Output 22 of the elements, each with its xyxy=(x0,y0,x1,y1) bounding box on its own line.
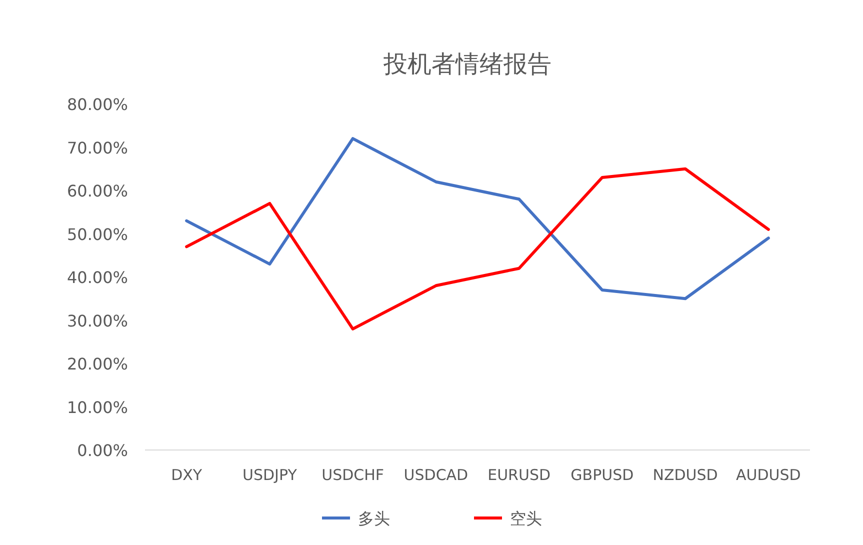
x-tick-label: USDJPY xyxy=(242,466,298,484)
x-tick-label: USDCHF xyxy=(322,466,384,484)
y-tick-label: 10.00% xyxy=(66,398,128,417)
y-tick-label: 70.00% xyxy=(66,138,128,158)
y-tick-label: 0.00% xyxy=(77,441,128,460)
y-tick-label: 60.00% xyxy=(66,182,128,200)
legend-label: 多头 xyxy=(358,509,390,528)
y-tick-label: 20.00% xyxy=(66,354,128,374)
x-tick-label: USDCAD xyxy=(404,466,468,484)
y-tick-label: 50.00% xyxy=(66,224,128,244)
x-tick-label: DXY xyxy=(171,466,203,484)
chart-title: 投机者情绪报告 xyxy=(382,50,552,78)
y-tick-label: 80.00% xyxy=(66,95,128,114)
x-tick-label: AUDUSD xyxy=(736,466,801,484)
x-tick-label: GBPUSD xyxy=(570,466,634,484)
x-tick-label: EURUSD xyxy=(488,466,551,484)
y-tick-label: 40.00% xyxy=(66,268,128,287)
line-series xyxy=(185,167,770,330)
y-tick-label: 30.00% xyxy=(66,311,128,330)
legend-label: 空头 xyxy=(510,509,542,528)
x-tick-label: NZDUSD xyxy=(652,466,718,484)
line-series xyxy=(185,137,770,300)
